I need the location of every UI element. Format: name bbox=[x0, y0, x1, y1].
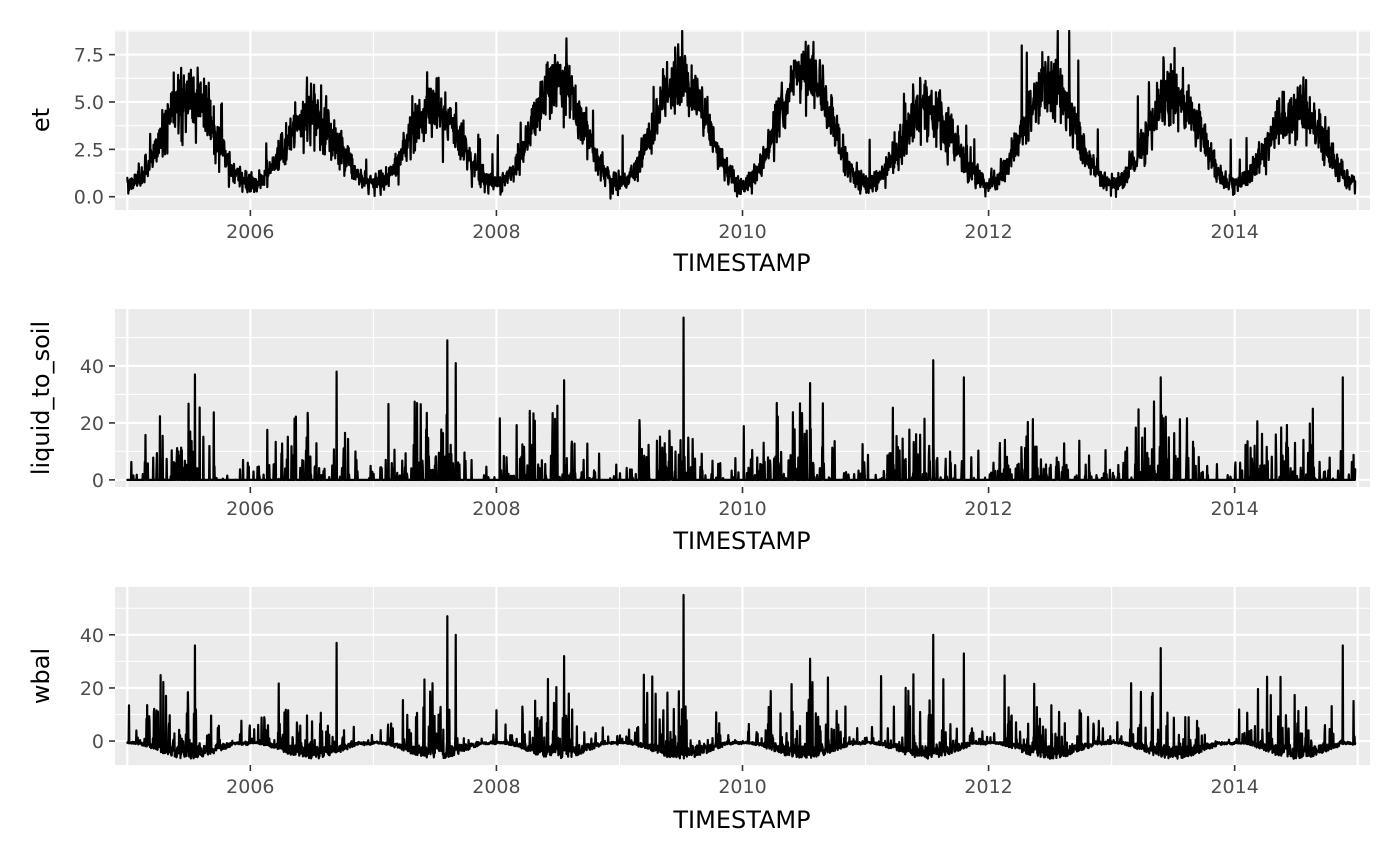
et-x-tick-label: 2012 bbox=[964, 221, 1012, 243]
wbal-x-axis-title: TIMESTAMP bbox=[672, 806, 810, 834]
et-y-tick-label: 0.0 bbox=[74, 187, 104, 209]
et-x-tick-label: 2006 bbox=[226, 221, 274, 243]
et-x-tick-label: 2014 bbox=[1210, 221, 1258, 243]
liquid-to-soil-panel: 2006 2008 2010 2012 2014 0 20 40 TIMESTAMP liq… bbox=[27, 309, 1370, 555]
liquid-to-soil-x-axis: 2006 2008 2010 2012 2014 bbox=[226, 487, 1259, 520]
wbal-y-tick-label: 20 bbox=[80, 678, 104, 700]
wbal-x-tick-label: 2006 bbox=[226, 776, 274, 798]
et-x-tick-label: 2010 bbox=[718, 221, 766, 243]
wbal-y-tick-label: 40 bbox=[80, 625, 104, 647]
wbal-y-axis-title: wbal bbox=[27, 648, 55, 704]
wbal-y-axis: 0 20 40 bbox=[80, 625, 115, 753]
et-x-tick-label: 2008 bbox=[472, 221, 520, 243]
liquid-to-soil-y-tick-label: 0 bbox=[92, 470, 104, 492]
liquid-to-soil-x-tick-label: 2008 bbox=[472, 498, 520, 520]
wbal-x-tick-label: 2010 bbox=[718, 776, 766, 798]
wbal-x-tick-label: 2012 bbox=[964, 776, 1012, 798]
et-x-axis: 2006 2008 2010 2012 2014 bbox=[226, 210, 1259, 243]
et-y-tick-label: 2.5 bbox=[74, 139, 104, 161]
et-y-axis-title: et bbox=[27, 108, 55, 132]
liquid-to-soil-x-tick-label: 2010 bbox=[718, 498, 766, 520]
et-panel: 2006 2008 2010 2012 2014 0.0 2.5 5.0 7.5 TIMEST… bbox=[27, 29, 1370, 277]
liquid-to-soil-x-axis-title: TIMESTAMP bbox=[672, 527, 810, 555]
wbal-x-tick-label: 2008 bbox=[472, 776, 520, 798]
wbal-series-line bbox=[126, 593, 1357, 760]
liquid-to-soil-x-tick-label: 2006 bbox=[226, 498, 274, 520]
liquid-to-soil-x-tick-label: 2012 bbox=[964, 498, 1012, 520]
wbal-x-axis: 2006 2008 2010 2012 2014 bbox=[226, 765, 1259, 798]
et-x-axis-title: TIMESTAMP bbox=[672, 249, 810, 277]
liquid-to-soil-y-tick-label: 20 bbox=[80, 413, 104, 435]
liquid-to-soil-x-tick-label: 2014 bbox=[1210, 498, 1258, 520]
liquid-to-soil-y-axis: 0 20 40 bbox=[80, 356, 115, 492]
liquid-to-soil-series-line bbox=[126, 316, 1357, 481]
wbal-x-tick-label: 2014 bbox=[1210, 776, 1258, 798]
et-series-line bbox=[126, 29, 1357, 200]
et-y-tick-label: 5.0 bbox=[74, 92, 104, 114]
liquid-to-soil-y-axis-title: liquid_to_soil bbox=[27, 321, 55, 475]
wbal-panel: 2006 2008 2010 2012 2014 0 20 40 TIMESTAMP wba… bbox=[27, 587, 1370, 834]
liquid-to-soil-y-tick-label: 40 bbox=[80, 356, 104, 378]
et-y-tick-label: 7.5 bbox=[74, 45, 104, 67]
et-y-axis: 0.0 2.5 5.0 7.5 bbox=[74, 45, 115, 209]
wbal-y-tick-label: 0 bbox=[92, 731, 104, 753]
